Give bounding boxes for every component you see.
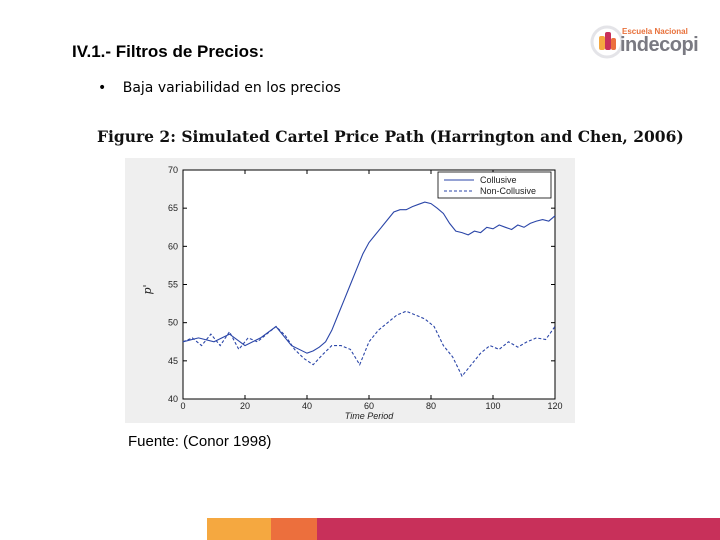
series-line-non-collusive bbox=[182, 310, 556, 378]
bar-segment-crimson bbox=[317, 518, 720, 540]
bottom-color-bar bbox=[207, 518, 720, 540]
y-tick-label: 70 bbox=[168, 165, 178, 175]
y-tick-label: 45 bbox=[168, 356, 178, 366]
figure-title: Figure 2: Simulated Cartel Price Path (H… bbox=[97, 127, 684, 146]
bullet-dot-icon: • bbox=[98, 80, 107, 96]
bullet-text: Baja variabilidad en los precios bbox=[122, 80, 341, 96]
slide-title: IV.1.- Filtros de Precios: bbox=[72, 42, 265, 61]
x-tick-label: 60 bbox=[364, 401, 374, 411]
logo-main-text: indecopi bbox=[620, 34, 699, 56]
y-tick-label: 60 bbox=[168, 241, 178, 251]
chart-container: 40 45 50 55 60 65 70 0 20 40 60 80 100 120 Time Period… bbox=[125, 158, 575, 423]
source-caption: Fuente: (Conor 1998) bbox=[128, 433, 272, 450]
x-tick-label: 120 bbox=[547, 401, 562, 411]
x-tick-label: 20 bbox=[240, 401, 250, 411]
legend-label: Non-Collusive bbox=[480, 186, 536, 196]
y-tick-label: 40 bbox=[168, 394, 178, 404]
y-axis-label: p' bbox=[141, 284, 154, 294]
indecopi-logo: Escuela Nacional indecopi bbox=[590, 20, 700, 64]
bar-segment-yellow bbox=[207, 518, 271, 540]
bar-segment-orange bbox=[271, 518, 317, 540]
legend-label: Collusive bbox=[480, 175, 517, 185]
plot-area bbox=[182, 169, 556, 400]
x-tick-label: 40 bbox=[302, 401, 312, 411]
bullet-item: • Baja variabilidad en los precios bbox=[98, 80, 341, 96]
legend-box bbox=[437, 171, 552, 199]
price-path-chart: 40 45 50 55 60 65 70 0 20 40 60 80 100 120 Time Period… bbox=[125, 158, 575, 423]
logo-emblem-icon bbox=[590, 25, 624, 59]
y-tick-label: 50 bbox=[168, 318, 178, 328]
series-line-collusive bbox=[182, 201, 556, 354]
y-tick-label: 65 bbox=[168, 203, 178, 213]
y-tick-label: 55 bbox=[168, 280, 178, 290]
logo-top-text: Escuela Nacional bbox=[622, 27, 688, 36]
x-tick-label: 0 bbox=[180, 401, 185, 411]
x-tick-label: 80 bbox=[426, 401, 436, 411]
x-axis-label: Time Period bbox=[345, 411, 394, 421]
x-tick-label: 100 bbox=[485, 401, 500, 411]
